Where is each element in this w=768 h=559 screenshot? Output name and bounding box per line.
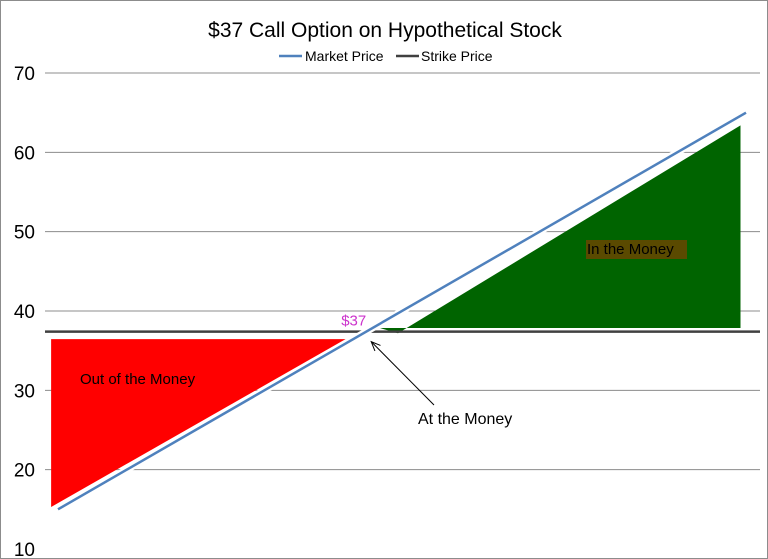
at-the-money-arrowhead: [370, 340, 381, 352]
region-label-in-the-money: In the Money: [587, 241, 674, 258]
legend: Market Price Strike Price: [279, 48, 493, 64]
annotations: Out of the Money In the Money $37 At the Mo…: [80, 240, 687, 428]
region-label-out-of-the-money: Out of the Money: [80, 371, 196, 388]
chart-title: $37 Call Option on Hypothetical Stock: [208, 19, 562, 42]
y-tick-label: 50: [14, 223, 35, 244]
legend-label-strike-price: Strike Price: [421, 48, 493, 64]
y-tick-label: 10: [14, 540, 35, 559]
region-label-background: [586, 240, 687, 259]
at-the-money-label: At the Money: [418, 411, 512, 428]
strike-price-label: $37: [341, 313, 366, 330]
at-the-money-arrow: [370, 341, 435, 406]
y-tick-label: 40: [14, 302, 35, 323]
regions: [51, 125, 741, 507]
y-tick-label: 70: [14, 64, 35, 85]
y-tick-label: 20: [14, 461, 35, 482]
series-lines: [45, 109, 760, 513]
legend-label-market-price: Market Price: [305, 48, 384, 64]
y-tick-label: 60: [14, 143, 35, 164]
y-tick-label: 30: [14, 381, 35, 402]
series-line-market-price: [57, 111, 747, 511]
region-in-the-money: [379, 125, 741, 334]
y-axis-ticks: 10 20 30 40 50 60 70: [14, 64, 35, 559]
region-out-of-the-money: [51, 339, 346, 507]
